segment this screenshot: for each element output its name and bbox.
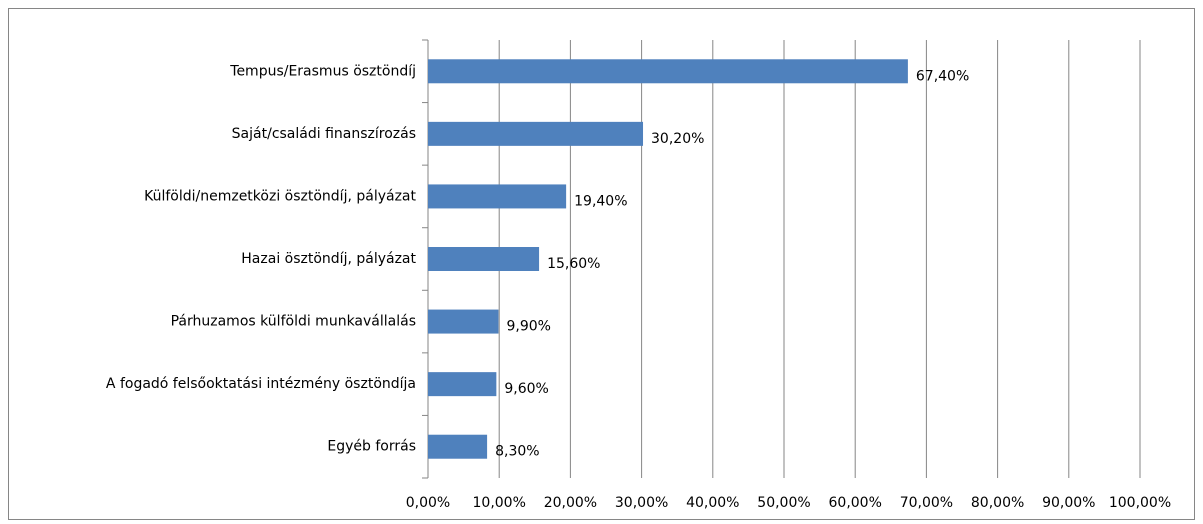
x-tick-label: 90,00% bbox=[1042, 495, 1095, 511]
data-label: 15,60% bbox=[547, 256, 600, 272]
x-tick-label: 30,00% bbox=[615, 495, 668, 511]
x-tick-label: 100,00% bbox=[1109, 495, 1171, 511]
x-tick-label: 60,00% bbox=[829, 495, 882, 511]
bar bbox=[428, 434, 488, 459]
x-tick-label: 70,00% bbox=[900, 495, 953, 511]
x-tick-label: 20,00% bbox=[544, 495, 597, 511]
data-label: 67,40% bbox=[916, 68, 969, 84]
data-label: 19,40% bbox=[574, 193, 627, 209]
bar bbox=[428, 59, 908, 84]
x-tick-label: 0,00% bbox=[406, 495, 450, 511]
y-tick-label: Párhuzamos külföldi munkavállalás bbox=[171, 314, 416, 330]
y-tick-label: Saját/családi finanszírozás bbox=[232, 126, 416, 142]
data-label: 9,60% bbox=[504, 381, 548, 397]
bar bbox=[428, 247, 540, 271]
x-tick-label: 80,00% bbox=[971, 495, 1024, 511]
bar bbox=[428, 121, 644, 146]
y-tick-label: Egyéb forrás bbox=[327, 439, 416, 455]
bar bbox=[428, 309, 499, 334]
bar bbox=[428, 372, 497, 397]
x-tick-label: 40,00% bbox=[686, 495, 739, 511]
y-tick-label: Külföldi/nemzetközi ösztöndíj, pályázat bbox=[144, 188, 416, 204]
y-tick-label: A fogadó felsőoktatási intézmény ösztönd… bbox=[106, 376, 416, 392]
chart-frame bbox=[8, 8, 1195, 520]
x-tick-label: 10,00% bbox=[473, 495, 526, 511]
data-label: 9,90% bbox=[506, 319, 550, 335]
x-tick-label: 50,00% bbox=[757, 495, 810, 511]
y-tick-label: Hazai ösztöndíj, pályázat bbox=[241, 251, 416, 267]
y-tick-label: Tempus/Erasmus ösztöndíj bbox=[229, 63, 416, 79]
bar bbox=[428, 184, 567, 209]
data-label: 30,20% bbox=[651, 131, 704, 147]
data-label: 8,30% bbox=[495, 444, 539, 460]
